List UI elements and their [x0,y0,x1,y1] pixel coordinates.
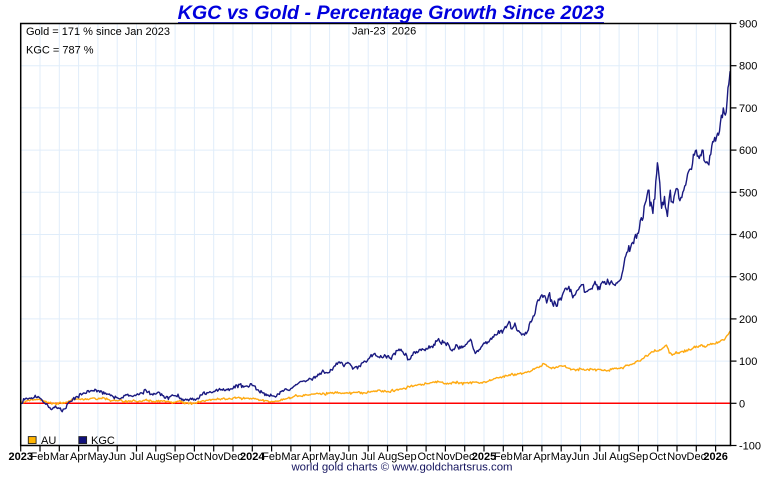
svg-text:Sep: Sep [397,451,417,463]
svg-text:May: May [88,451,109,463]
svg-text:2023: 2023 [8,451,32,463]
svg-text:Jun: Jun [340,451,358,463]
svg-text:Jun: Jun [572,451,590,463]
svg-text:Jun: Jun [108,451,126,463]
svg-text:300: 300 [739,272,757,284]
svg-text:Sep: Sep [629,451,649,463]
svg-text:2026: 2026 [703,451,727,463]
svg-text:Nov: Nov [667,451,687,463]
svg-text:Jul: Jul [361,451,375,463]
svg-text:Gold = 171 % since Jan 2023: Gold = 171 % since Jan 2023 [26,26,170,38]
svg-text:Apr: Apr [70,451,87,463]
svg-text:2025: 2025 [472,451,496,463]
svg-text:May: May [551,451,572,463]
svg-text:Nov: Nov [436,451,456,463]
svg-text:Jul: Jul [593,451,607,463]
svg-text:Aug: Aug [609,451,629,463]
svg-text:200: 200 [739,314,757,326]
svg-text:Sep: Sep [165,451,185,463]
svg-text:0: 0 [739,398,745,410]
svg-text:-100: -100 [739,441,761,453]
svg-text:Oct: Oct [649,451,666,463]
svg-text:Aug: Aug [378,451,398,463]
svg-text:Apr: Apr [533,451,550,463]
svg-text:world gold charts © www.goldch: world gold charts © www.goldchartsrus.co… [290,461,512,473]
svg-text:Jan-23 2026: Jan-23 2026 [352,26,416,38]
svg-text:Oct: Oct [186,451,203,463]
svg-text:KGC: KGC [91,435,115,447]
svg-text:Dec: Dec [223,451,243,463]
svg-text:Dec: Dec [455,451,475,463]
svg-text:2024: 2024 [240,451,265,463]
svg-text:KGC vs Gold - Percentage Growt: KGC vs Gold - Percentage Growth Since 20… [178,2,605,24]
svg-text:Mar: Mar [50,451,69,463]
svg-text:400: 400 [739,230,757,242]
svg-text:Oct: Oct [418,451,435,463]
svg-text:900: 900 [739,19,757,31]
svg-text:100: 100 [739,356,757,368]
svg-text:May: May [319,451,340,463]
svg-text:Mar: Mar [513,451,532,463]
svg-text:Feb: Feb [262,451,281,463]
svg-text:AU: AU [41,435,56,447]
svg-text:Apr: Apr [302,451,319,463]
svg-text:KGC = 787 %: KGC = 787 % [26,45,94,57]
svg-text:600: 600 [739,145,757,157]
svg-text:Mar: Mar [281,451,300,463]
svg-text:Jul: Jul [129,451,143,463]
svg-text:Nov: Nov [204,451,224,463]
svg-text:700: 700 [739,103,757,115]
svg-text:Dec: Dec [687,451,707,463]
svg-text:800: 800 [739,61,757,73]
svg-text:Feb: Feb [494,451,513,463]
svg-text:Aug: Aug [146,451,166,463]
svg-text:500: 500 [739,187,757,199]
svg-text:Feb: Feb [31,451,50,463]
